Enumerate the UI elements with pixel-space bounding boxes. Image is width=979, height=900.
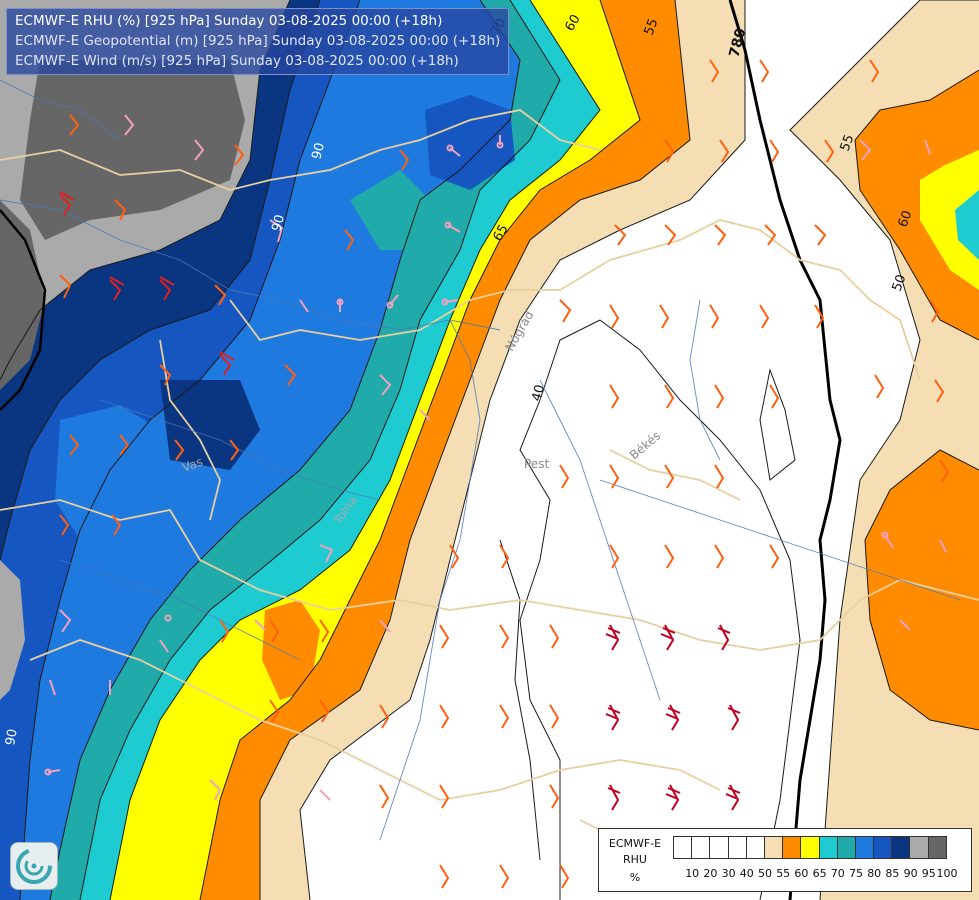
rhu-pocket-blue (55, 405, 165, 540)
rhu-band-95 (20, 60, 245, 240)
rhu-east-band-55-top (855, 70, 979, 340)
geopotential-contour-label: 780 (726, 26, 749, 59)
legend-tick-label: 40 (739, 867, 754, 880)
legend-unit-label: % (629, 871, 641, 884)
geopotential-isoline-west (0, 209, 47, 411)
legend-swatch (891, 836, 911, 859)
legend-swatch (745, 836, 765, 859)
place-label: Vas (180, 455, 204, 475)
legend-model-label: ECMWF-E (608, 837, 662, 850)
legend-swatch (709, 836, 729, 859)
legend-swatch (873, 836, 893, 859)
legend-ticks: 10 20 30 40 50 55 60 65 70 75 80 85 90 95 100 (673, 867, 969, 881)
rivers (0, 79, 961, 841)
rhu-legend: ECMWF-E RHU % 10 20 30 40 50 55 60 65 70 75 80 85 90… (598, 828, 972, 892)
rhu-contour-label: 40 (529, 383, 548, 403)
legend-swatch (927, 836, 947, 859)
legend-swatch (818, 836, 838, 859)
legend-swatch (800, 836, 820, 859)
place-label: Pest (524, 457, 549, 471)
rhu-east-band-65-top (955, 190, 979, 260)
ecmwf-logo-icon (10, 842, 58, 890)
rhu-east-band-55-bottom (865, 450, 979, 730)
legend-tick-label: 80 (867, 867, 882, 880)
legend-swatch (909, 836, 929, 859)
wind-barbs-calm (44, 114, 947, 801)
legend-swatch (854, 836, 875, 859)
geopotential-isoline-780 (728, 0, 842, 900)
legend-tick-label: 85 (885, 867, 900, 880)
geopotential-title: ECMWF-E Geopotential (m) [925 hPa] Sunda… (15, 33, 501, 49)
legend-swatch (691, 836, 711, 859)
rhu-pocket-teal (350, 170, 440, 250)
legend-tick-label: 50 (758, 867, 772, 880)
wind-title: ECMWF-E Wind (m/s) [925 hPa] Sunday 03-0… (15, 53, 459, 69)
legend-tick-label: 20 (703, 867, 718, 880)
rhu-contour-label: 90 (269, 213, 288, 233)
rhu-contour-label: 55 (838, 133, 858, 154)
legend-tick-label: 75 (849, 867, 863, 880)
rhu-contour-label: 90 (309, 141, 328, 161)
legend-tick-label: 65 (812, 867, 827, 880)
legend-tick-label: 70 (830, 867, 845, 880)
wind-barbs (44, 59, 950, 889)
legend-swatch (727, 836, 747, 859)
rhu-contour-label: 55 (642, 17, 662, 38)
rhu-pocket-navy-2 (425, 95, 515, 190)
borders (0, 109, 979, 871)
legend-tick-label: 100 (936, 867, 958, 880)
rhu-contour-label: 90 (3, 728, 21, 747)
legend-tick-label: 30 (721, 867, 736, 880)
legend-tick-label: 55 (776, 867, 791, 880)
rhu-contour-label: 50 (890, 273, 910, 294)
title-box: ECMWF-E RHU (%) [925 hPa] Sunday 03-08-2… (6, 8, 510, 75)
wind-barbs-moderate (59, 191, 235, 376)
wind-barbs-strong (605, 624, 741, 811)
legend-variable-label: RHU (623, 853, 647, 866)
legend-swatch (763, 836, 784, 859)
rhu-east-band-60-top (920, 150, 979, 290)
wind-barbs-light (59, 59, 950, 889)
legend-tick-label: 60 (794, 867, 809, 880)
legend-tick-label: 95 (921, 867, 936, 880)
rhu-contour-label: 65 (490, 222, 511, 244)
rhu-band-95-west (0, 200, 45, 390)
legend-tick-label: 90 (903, 867, 918, 880)
legend-swatches (673, 836, 947, 859)
rhu-pocket-grey-sw (0, 560, 25, 700)
rhu-contour-label: 60 (562, 12, 583, 34)
rhu-title: ECMWF-E RHU (%) [925 hPa] Sunday 03-08-2… (15, 13, 443, 29)
legend-swatch (836, 836, 856, 859)
legend-tick-label: 10 (685, 867, 700, 880)
contour-labels: 70 60 55 55 60 65 50 90 90 40 90 780 (3, 12, 915, 747)
rhu-sw-orange-pocket (262, 600, 320, 700)
rhu-contour-label: 60 (896, 209, 916, 230)
legend-swatch (782, 836, 802, 859)
legend-swatch (673, 836, 693, 859)
